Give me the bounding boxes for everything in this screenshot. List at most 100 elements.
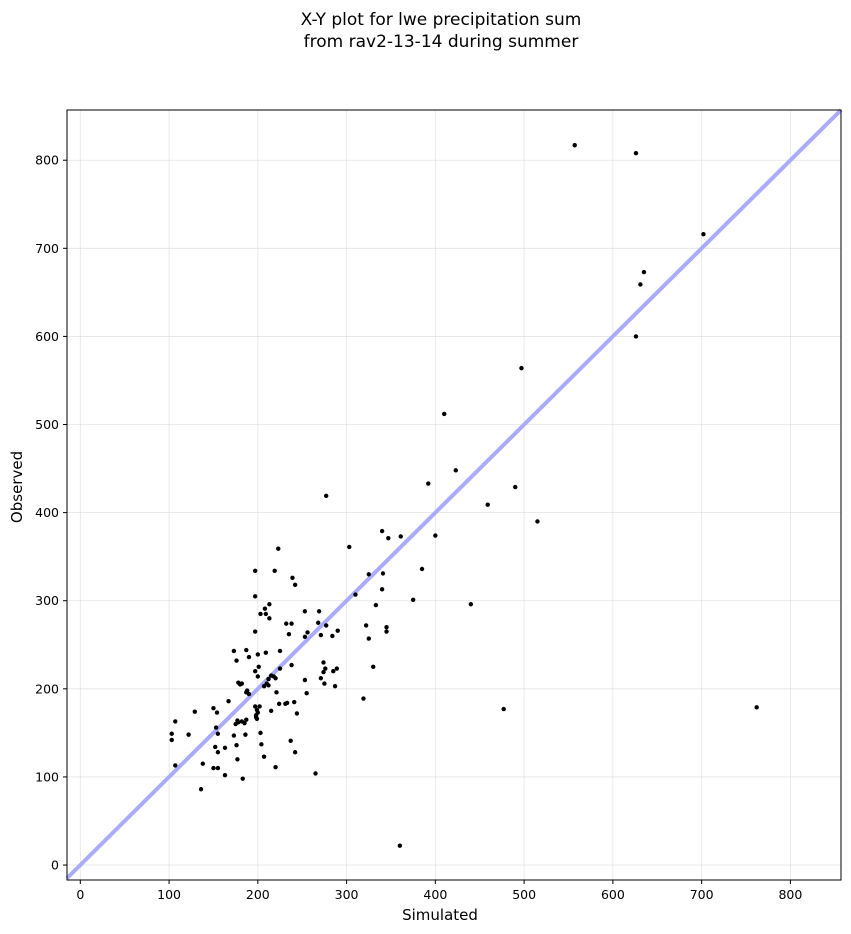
scatter-point — [277, 666, 283, 671]
grid — [67, 110, 841, 880]
scatter-point — [302, 609, 308, 614]
scatter-point — [641, 269, 647, 275]
scatter-point — [321, 669, 326, 675]
scatter-point — [292, 750, 298, 755]
scatter-point — [322, 681, 327, 686]
x-tick-label: 300 — [335, 887, 359, 902]
scatter-point — [276, 701, 282, 706]
y-tick-label: 100 — [35, 769, 59, 784]
scatter-point — [273, 676, 278, 681]
scatter-point — [386, 535, 391, 541]
scatter-point — [485, 502, 490, 507]
x-axis-label: Simulated — [402, 906, 478, 924]
scatter-point — [380, 571, 386, 576]
scatter-point — [334, 666, 340, 671]
scatter-point — [379, 528, 385, 534]
scatter-point — [313, 771, 318, 776]
y-tick-label: 300 — [35, 593, 59, 608]
scatter-point — [305, 630, 310, 635]
scatter-point — [331, 669, 336, 674]
scatter-point — [252, 629, 258, 634]
scatter-point — [235, 757, 240, 762]
scatter-point — [366, 636, 371, 641]
scatter-point — [433, 533, 438, 538]
scatter-point — [701, 232, 706, 237]
scatter-point — [277, 648, 283, 654]
points-layer — [169, 143, 759, 848]
scatter-point — [353, 592, 358, 597]
scatter-point — [318, 676, 324, 681]
scatter-point — [289, 621, 294, 626]
scatter-point — [213, 744, 218, 750]
scatter-point — [272, 568, 277, 573]
scatter-point — [276, 546, 281, 551]
scatter-point — [289, 662, 294, 668]
scatter-point — [257, 704, 262, 709]
y-tick-label: 200 — [35, 681, 59, 696]
scatter-point — [384, 624, 389, 630]
scatter-point — [268, 708, 274, 714]
scatter-point — [173, 763, 178, 768]
scatter-point — [215, 765, 221, 771]
scatter-point — [186, 732, 191, 737]
scatter-point — [366, 572, 371, 577]
scatter-point — [315, 620, 321, 625]
scatter-point — [274, 690, 279, 695]
scatter-point — [246, 691, 252, 697]
x-tick-label: 600 — [601, 887, 625, 902]
scatter-point — [231, 733, 237, 738]
x-tick-label: 200 — [246, 887, 270, 902]
scatter-point — [242, 720, 247, 726]
scatter-point — [226, 698, 231, 704]
y-axis-ticks: 0 100 200 300 400 500 600 700 800 — [35, 153, 67, 873]
scatter-point — [267, 616, 272, 621]
scatter-point — [288, 738, 293, 744]
scatter-point — [316, 609, 322, 614]
scatter-point — [263, 611, 269, 617]
scatter-point — [363, 623, 369, 628]
scatter-point — [754, 705, 759, 710]
scatter-point — [290, 575, 295, 581]
scatter-point — [213, 725, 219, 730]
scatter-point — [255, 710, 261, 715]
scatter-point — [222, 772, 228, 778]
scatter-point — [398, 534, 403, 539]
scatter-point — [292, 699, 297, 705]
scatter-point — [266, 676, 271, 682]
scatter-point — [240, 776, 245, 781]
scatter-point — [252, 669, 258, 674]
chart-title-line-1: X-Y plot for lwe precipitation sum — [301, 10, 582, 30]
scatter-point — [267, 602, 272, 607]
scatter-point — [535, 519, 540, 524]
scatter-point — [169, 731, 174, 736]
scatter-point — [246, 654, 252, 660]
scatter-point — [292, 582, 298, 588]
scatter-point — [173, 719, 178, 724]
scatter-point — [256, 664, 261, 669]
scatter-point — [259, 742, 264, 747]
scatter-point — [302, 634, 308, 640]
x-tick-label: 0 — [76, 887, 84, 902]
scatter-point — [397, 843, 403, 848]
scatter-point — [572, 143, 577, 148]
scatter-point — [347, 544, 352, 550]
y-tick-label: 600 — [35, 329, 59, 344]
scatter-point — [323, 666, 328, 671]
scatter-point — [215, 731, 221, 736]
scatter-point — [379, 587, 385, 592]
scatter-point — [258, 730, 263, 736]
scatter-point — [237, 682, 243, 687]
scatter-point — [261, 754, 267, 759]
scatter-point — [215, 750, 221, 755]
scatter-point — [330, 633, 335, 639]
scatter-point — [284, 621, 289, 626]
x-axis-ticks: 0 100 200 300 400 500 600 700 800 — [76, 880, 802, 902]
scatter-point — [252, 594, 258, 599]
scatter-point — [244, 647, 249, 653]
scatter-point — [468, 602, 474, 607]
scatter-point — [266, 683, 271, 688]
scatter-point — [321, 660, 326, 665]
scatter-point — [243, 732, 248, 737]
scatter-point — [255, 652, 261, 657]
